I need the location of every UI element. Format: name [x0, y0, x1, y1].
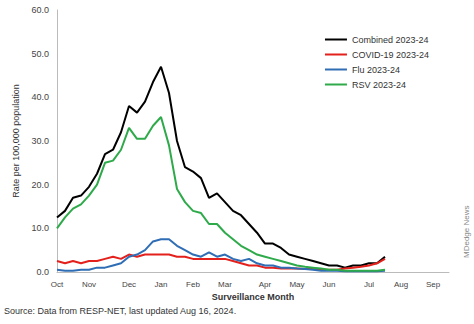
svg-text:RSV 2023-24: RSV 2023-24	[352, 80, 406, 90]
svg-text:Aug: Aug	[394, 280, 408, 289]
svg-text:Sep: Sep	[426, 280, 441, 289]
svg-text:Flu 2023-24: Flu 2023-24	[352, 65, 400, 75]
svg-text:Source: Data from RESP-NET, la: Source: Data from RESP-NET, last updated…	[4, 306, 236, 316]
svg-text:0.0: 0.0	[36, 267, 49, 277]
svg-text:40.0: 40.0	[31, 92, 49, 102]
svg-text:Jul: Jul	[364, 280, 374, 289]
svg-text:20.0: 20.0	[31, 180, 49, 190]
svg-text:50.0: 50.0	[31, 49, 49, 59]
svg-text:MDedge News: MDedge News	[462, 206, 471, 258]
svg-text:10.0: 10.0	[31, 223, 49, 233]
svg-text:Oct: Oct	[51, 280, 64, 289]
svg-text:Jun: Jun	[323, 280, 336, 289]
svg-text:30.0: 30.0	[31, 136, 49, 146]
svg-text:Dec: Dec	[122, 280, 136, 289]
svg-text:Feb: Feb	[186, 280, 200, 289]
svg-text:60.0: 60.0	[31, 5, 49, 15]
svg-text:Surveillance Month: Surveillance Month	[212, 292, 295, 302]
svg-text:Combined 2023-24: Combined 2023-24	[352, 35, 429, 45]
svg-text:Rate per 100,000 population: Rate per 100,000 population	[11, 84, 21, 198]
svg-text:Nov: Nov	[82, 280, 96, 289]
svg-text:Jan: Jan	[155, 280, 168, 289]
svg-text:Apr: Apr	[259, 280, 272, 289]
svg-text:May: May	[289, 280, 304, 289]
svg-text:Mar: Mar	[218, 280, 232, 289]
svg-text:COVID-19 2023-24: COVID-19 2023-24	[352, 50, 429, 60]
